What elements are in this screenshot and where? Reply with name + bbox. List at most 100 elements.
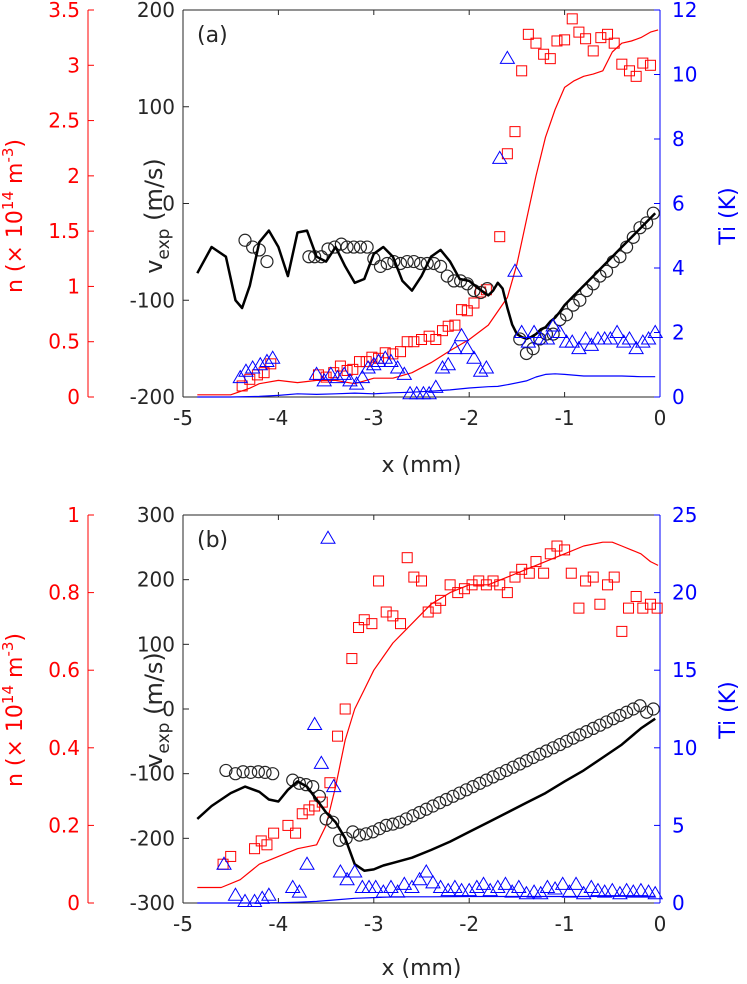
ti-triangle-marker: [539, 879, 556, 893]
n-square-marker: [265, 358, 277, 370]
ti-triangle-marker: [244, 359, 261, 374]
n-axis-label: n (× 1014 m-3): [0, 633, 28, 787]
ti-triangle-marker: [246, 893, 263, 907]
ti-triangle-marker: [564, 334, 581, 348]
ti-triangle-marker: [284, 879, 301, 893]
n-square-marker: [296, 808, 308, 820]
v-label-main: v: [140, 260, 168, 274]
v-circle-marker: [412, 805, 427, 820]
n-tick-label: 0.8: [48, 581, 80, 605]
v-circle-marker: [546, 327, 560, 341]
v-circle-marker: [228, 767, 243, 781]
ti-triangle-marker: [459, 340, 476, 355]
ti-tick-label: 15: [672, 658, 697, 682]
ti-triangle-marker: [389, 359, 406, 374]
n-square-marker: [268, 827, 280, 839]
v-circle-marker: [626, 702, 640, 716]
ti-triangle-marker: [554, 876, 571, 890]
n-label-exp: 14: [0, 685, 17, 704]
v-circle-marker: [566, 731, 580, 745]
n-square-marker: [324, 777, 336, 789]
v-circle-marker: [453, 786, 467, 800]
v-circle-marker: [352, 828, 367, 842]
x-axis-label: x (mm): [381, 453, 461, 478]
v-circle-marker: [399, 812, 413, 826]
n-square-marker: [616, 58, 628, 70]
n-square-marker: [332, 730, 344, 742]
n-square-marker: [587, 45, 599, 57]
v-circle-marker: [440, 269, 454, 283]
v-circle-marker: [613, 708, 627, 723]
v-tick-label: -200: [130, 826, 175, 850]
n-square-marker: [309, 800, 321, 812]
v-axis-label: vexp (m/s): [140, 652, 174, 768]
ti-triangle-marker: [640, 884, 657, 898]
ti-triangle-marker: [618, 882, 635, 897]
ti-triangle-marker: [647, 885, 664, 900]
v-tick-label: 100: [137, 632, 175, 656]
n-tick-label: 2.5: [48, 109, 80, 133]
ti-triangle-marker: [510, 879, 527, 893]
ti-tick-label: 8: [672, 127, 685, 151]
ti-triangle-marker: [547, 881, 563, 895]
ti-triangle-marker: [590, 882, 606, 897]
n-square-marker: [573, 602, 585, 614]
ti-triangle-marker: [396, 876, 413, 890]
v-label-main: v: [140, 754, 168, 768]
ti-triangle-marker: [612, 885, 628, 900]
v-circle-marker: [593, 718, 607, 732]
ti-tick-label: 2: [672, 321, 685, 345]
n-square-marker: [651, 602, 663, 614]
n-label-times: ×: [3, 739, 28, 757]
n-square-marker: [303, 804, 315, 816]
n-square-marker: [442, 320, 454, 332]
v-circle-marker: [387, 254, 401, 269]
ti-triangle-marker: [475, 876, 492, 890]
ti-triangle-marker: [396, 366, 413, 380]
ti-triangle-marker: [260, 887, 277, 901]
v-circle-marker: [266, 767, 280, 781]
ti-triangle-marker: [634, 334, 651, 348]
ti-triangle-marker: [453, 882, 470, 897]
x-tick-label: 0: [654, 406, 667, 430]
n-square-marker: [444, 579, 456, 591]
ti-triangle-marker: [499, 50, 516, 64]
n-square-marker: [544, 548, 556, 560]
x-tick-label: -1: [555, 912, 575, 936]
ti-triangle-marker: [237, 893, 253, 907]
v-circle-marker: [373, 259, 388, 273]
n-square-marker: [501, 587, 513, 599]
n-square-marker: [334, 360, 346, 372]
x-tick-label: -5: [173, 406, 193, 430]
ti-triangle-marker: [252, 356, 269, 371]
ti-triangle-marker: [377, 350, 394, 364]
ti-triangle-marker: [482, 882, 499, 897]
n-square-marker: [616, 625, 628, 637]
v-circle-marker: [238, 233, 252, 247]
n-tick-label: 3: [67, 53, 80, 77]
n-square-marker: [251, 369, 263, 381]
n-square-marker: [373, 575, 385, 587]
n-square-marker: [565, 567, 577, 579]
v-circle-marker: [499, 763, 514, 778]
v-tick-label: 0: [162, 697, 175, 721]
ti-tick-label: 4: [672, 256, 685, 280]
ti-triangle-marker: [440, 882, 457, 897]
n-square-marker: [255, 835, 267, 847]
v-circle-marker: [392, 815, 407, 829]
n-square-marker: [346, 653, 358, 665]
v-circle-marker: [479, 773, 493, 787]
ti-triangle-marker: [361, 879, 377, 893]
v-circle-marker: [559, 308, 574, 322]
ti-triangle-marker: [526, 884, 542, 898]
v-circle-marker: [493, 767, 507, 781]
data-layer: [196, 13, 664, 400]
n-square-marker: [637, 57, 649, 69]
n-square-marker: [353, 356, 365, 368]
v-line-series: [196, 717, 656, 872]
n-square-marker: [430, 334, 442, 346]
n-line-series: [197, 29, 659, 396]
ti-triangle-marker: [367, 879, 384, 893]
ti-triangle-marker: [329, 369, 346, 384]
